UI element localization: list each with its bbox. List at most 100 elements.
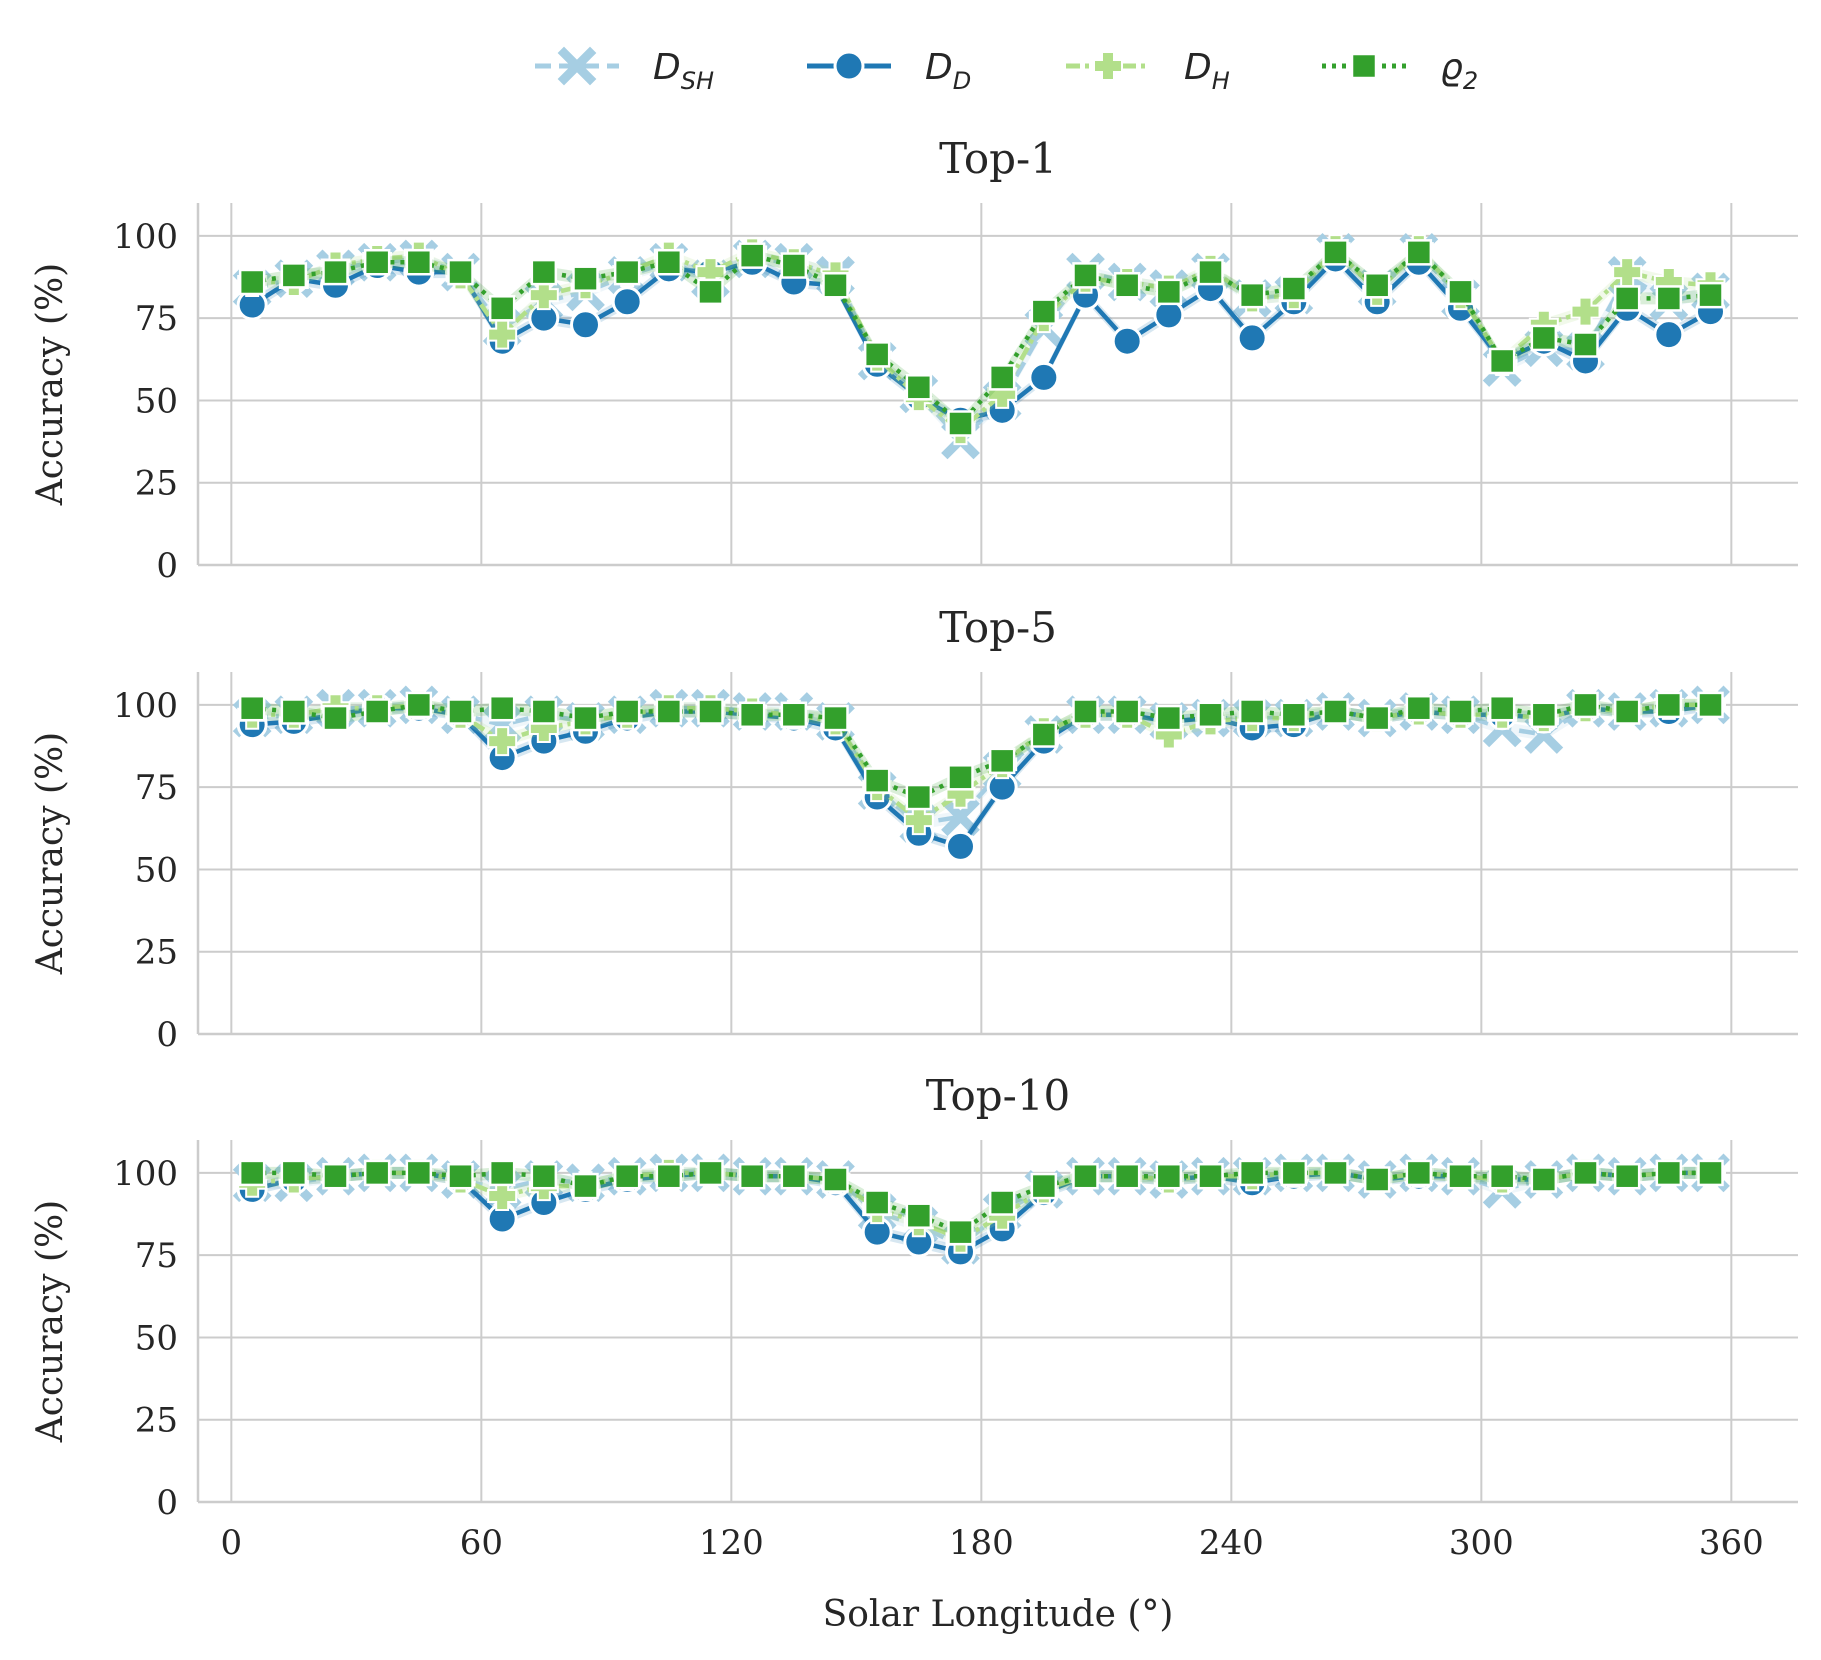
data-point	[1028, 361, 1060, 393]
data-point	[947, 764, 974, 791]
data-point	[1572, 331, 1599, 358]
data-point	[1530, 324, 1558, 352]
confidence-band	[252, 246, 1711, 430]
data-point	[780, 252, 808, 279]
data-point	[1655, 1159, 1683, 1187]
data-point	[447, 258, 474, 286]
data-point	[1530, 701, 1558, 729]
x-tick-label: 240	[1199, 1523, 1264, 1563]
data-point	[697, 698, 724, 725]
y-tick-label: 50	[135, 1318, 178, 1358]
y-axis-title: Accuracy (%)	[30, 1200, 71, 1443]
data-point	[1197, 701, 1224, 729]
y-tick-label: 0	[156, 1015, 178, 1055]
data-point	[613, 698, 641, 725]
data-point	[822, 704, 849, 732]
data-point	[238, 694, 266, 722]
y-tick-label: 50	[135, 850, 178, 890]
confidence-band	[252, 698, 1711, 830]
data-point	[1570, 296, 1601, 327]
data-point	[1113, 698, 1141, 725]
data-point	[447, 698, 474, 725]
data-point	[1072, 698, 1099, 725]
y-axis-title: Accuracy (%)	[30, 732, 71, 975]
data-point	[1447, 278, 1474, 306]
data-point	[988, 747, 1016, 775]
data-point	[1155, 1162, 1183, 1190]
y-tick-label: 0	[156, 546, 178, 586]
data-point	[1030, 721, 1058, 748]
data-point	[1613, 1162, 1641, 1190]
y-tick-label: 25	[135, 933, 178, 973]
series-rho-2	[238, 1159, 1724, 1246]
legend-item-d-d: DD	[807, 47, 971, 95]
confidence-band	[252, 243, 1711, 437]
data-point	[1405, 694, 1433, 722]
data-point	[405, 1159, 433, 1187]
data-point	[1197, 1162, 1224, 1190]
data-point	[947, 410, 974, 437]
data-point	[488, 295, 516, 322]
panel-top-10: Top-10 0 25 50 75 100 Accuracy (%) 0 60 120 180 240…	[30, 1071, 1798, 1563]
data-point	[738, 242, 766, 269]
data-point	[1655, 285, 1683, 312]
data-point	[1363, 1166, 1391, 1193]
data-point	[530, 1162, 558, 1190]
legend-label: DD	[925, 47, 971, 95]
data-point	[530, 258, 558, 286]
data-point	[655, 1162, 683, 1190]
data-point	[1697, 281, 1724, 309]
data-point	[363, 248, 391, 276]
data-point	[738, 701, 766, 729]
data-point	[280, 698, 308, 725]
x-tick-label: 180	[949, 1523, 1014, 1563]
confidence-band	[252, 698, 1711, 804]
data-point	[572, 704, 599, 732]
y-tick-label: 75	[135, 1236, 178, 1276]
data-point	[613, 1162, 641, 1190]
data-point	[947, 1218, 974, 1246]
data-point	[1447, 698, 1474, 725]
data-point	[487, 726, 518, 757]
data-point	[863, 1189, 891, 1216]
legend-label: DH	[1184, 47, 1230, 95]
data-point	[488, 694, 516, 722]
data-point	[611, 286, 643, 318]
data-point	[280, 262, 308, 289]
data-point	[1280, 1159, 1308, 1187]
data-point	[945, 830, 976, 862]
x-tick-label: 120	[699, 1523, 764, 1563]
data-point	[1488, 694, 1516, 722]
data-point	[780, 1162, 808, 1190]
data-point	[1572, 691, 1599, 719]
data-point	[988, 1189, 1016, 1216]
data-point	[1447, 1162, 1474, 1190]
data-point	[1236, 322, 1268, 354]
data-point	[1322, 239, 1349, 266]
data-point	[1072, 262, 1099, 289]
legend-item-d-h: DH	[1066, 47, 1230, 95]
legend-label: DSH	[653, 47, 714, 95]
data-point	[655, 248, 683, 276]
data-point	[487, 1180, 518, 1211]
data-point	[322, 258, 349, 286]
legend-marker-plus	[1093, 51, 1123, 81]
data-point	[1322, 1159, 1349, 1187]
data-point	[822, 272, 849, 299]
legend-marker-x	[557, 46, 597, 86]
data-point	[447, 1162, 474, 1190]
data-point	[363, 1159, 391, 1187]
data-point	[697, 278, 724, 306]
y-tick-label: 100	[113, 686, 178, 726]
data-point	[1655, 691, 1683, 719]
y-tick-label: 50	[135, 381, 178, 421]
data-point	[405, 248, 433, 276]
data-point	[1405, 1159, 1433, 1187]
data-point	[941, 797, 980, 837]
data-point	[863, 767, 891, 794]
data-point	[1405, 239, 1433, 266]
data-point	[988, 364, 1016, 391]
data-point	[697, 1159, 724, 1187]
legend: DSH DD DH ϱ2	[535, 46, 1478, 95]
